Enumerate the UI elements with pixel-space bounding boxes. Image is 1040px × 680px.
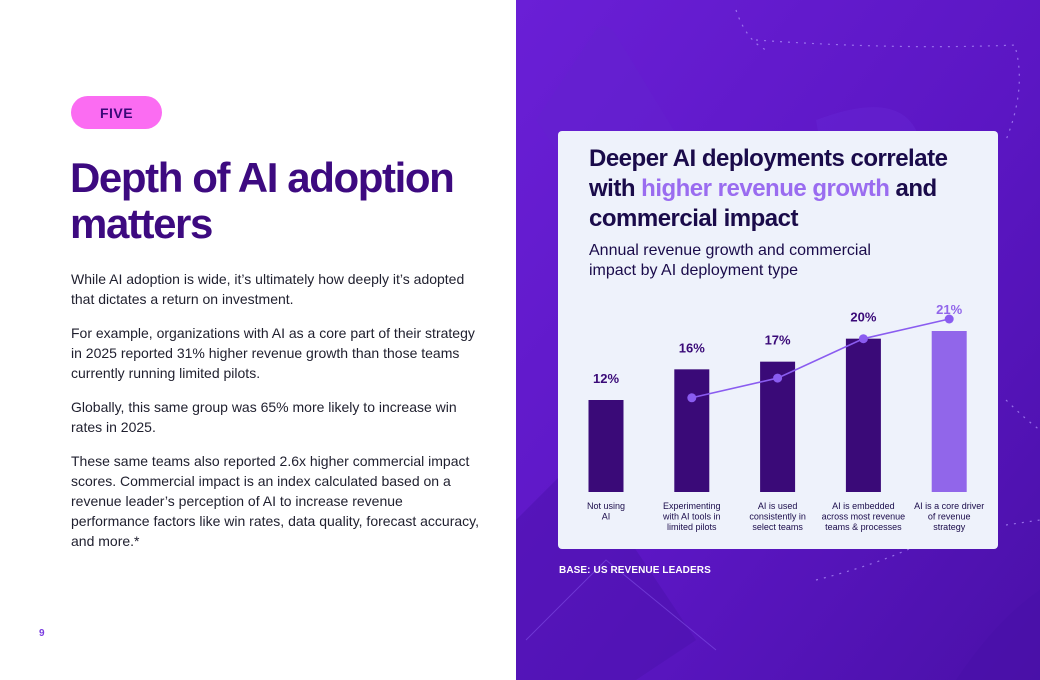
bar-1 (588, 400, 624, 492)
category-label-4-line-3: teams & processes (825, 522, 902, 532)
category-label-4-line-1: AI is embedded (832, 501, 895, 511)
category-label-1-line-2: AI (602, 512, 611, 522)
page-number: 9 (39, 628, 45, 639)
trend-point-2 (773, 373, 783, 383)
category-label-3-line-3: select teams (752, 522, 803, 532)
category-label-5-line-1: AI is a core driver (914, 501, 984, 511)
category-label-2-line-3: limited pilots (667, 522, 717, 532)
category-label-5-line-3: strategy (933, 522, 966, 532)
category-label-4-line-2: across most revenue (822, 512, 906, 522)
page-headline: Depth of AI adoption matters (70, 154, 455, 247)
chart-title-part1: Deeper AI deployments correlate with (589, 145, 948, 202)
category-label-3-line-1: AI is used (758, 501, 798, 511)
category-label-3-line-2: consistently in (749, 512, 806, 522)
bar-2 (674, 369, 710, 492)
paragraph-4: These same teams also reported 2.6x high… (71, 453, 479, 549)
value-label-1: 12% (593, 371, 619, 386)
trend-point-3 (858, 334, 868, 344)
chart-title: Deeper AI deployments correlate with hig… (589, 144, 989, 234)
category-label-2-line-1: Experimenting (663, 501, 721, 511)
chart-card: Deeper AI deployments correlate with hig… (558, 131, 998, 549)
value-label-3: 17% (765, 333, 791, 348)
left-panel: FIVE Depth of AI adoption matters While … (0, 0, 516, 680)
base-note: BASE: US REVENUE LEADERS (559, 565, 711, 576)
body-text: While AI adoption is wide, it’s ultimate… (71, 269, 481, 565)
section-badge: FIVE (71, 96, 162, 129)
chart-subtitle: Annual revenue growth and commercial imp… (589, 242, 871, 279)
category-label-5-line-2: of revenue (928, 512, 971, 522)
chart-title-highlight: higher revenue growth (641, 175, 890, 202)
bar-4 (845, 338, 881, 492)
bar-5 (931, 331, 967, 492)
paragraph-2: For example, organizations with AI as a … (71, 325, 475, 381)
chart-title-part2: and commercial impact (589, 175, 937, 232)
paragraph-3: Globally, this same group was 65% more l… (71, 399, 457, 435)
trend-line (691, 318, 950, 399)
paragraph-1: While AI adoption is wide, it’s ultimate… (71, 271, 465, 307)
category-label-1-line-1: Not using (587, 501, 625, 511)
trend-point-1 (687, 393, 697, 403)
value-label-4: 20% (850, 310, 876, 325)
trend-point-4 (944, 314, 954, 324)
category-label-2-line-2: with AI tools in (662, 512, 721, 522)
value-label-2: 16% (679, 340, 705, 355)
value-label-5: 21% (936, 302, 962, 317)
bar-3 (760, 361, 796, 492)
